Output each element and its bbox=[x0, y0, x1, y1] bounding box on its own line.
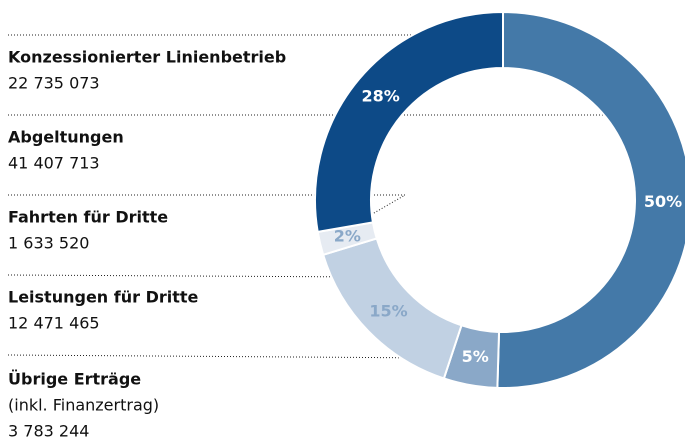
slice-percent-label: 15% bbox=[369, 301, 407, 320]
amount-label: 22 735 073 bbox=[8, 74, 100, 93]
amount-label: 3 783 244 bbox=[8, 422, 89, 439]
amount-label: 41 407 713 bbox=[8, 154, 100, 173]
category-label: Leistungen für Dritte bbox=[8, 288, 199, 307]
category-label: Abgeltungen bbox=[8, 128, 124, 147]
category-note: (inkl. Finanzertrag) bbox=[8, 396, 159, 415]
donut bbox=[314, 10, 685, 389]
slice-percent-label: 2% bbox=[334, 226, 361, 245]
leader-line bbox=[8, 194, 407, 242]
amount-label: 1 633 520 bbox=[8, 234, 89, 253]
category-label: Konzessionierter Linienbetrieb bbox=[8, 48, 286, 67]
slice-percent-label: 5% bbox=[462, 347, 489, 366]
slice bbox=[314, 10, 504, 234]
slice bbox=[496, 10, 685, 389]
category-label: Fahrten für Dritte bbox=[8, 208, 168, 227]
slice-percent-label: 28% bbox=[361, 86, 399, 105]
slice-percent-label: 50% bbox=[644, 192, 682, 211]
amount-label: 12 471 465 bbox=[8, 314, 100, 333]
category-label: Übrige Erträge bbox=[8, 370, 141, 389]
